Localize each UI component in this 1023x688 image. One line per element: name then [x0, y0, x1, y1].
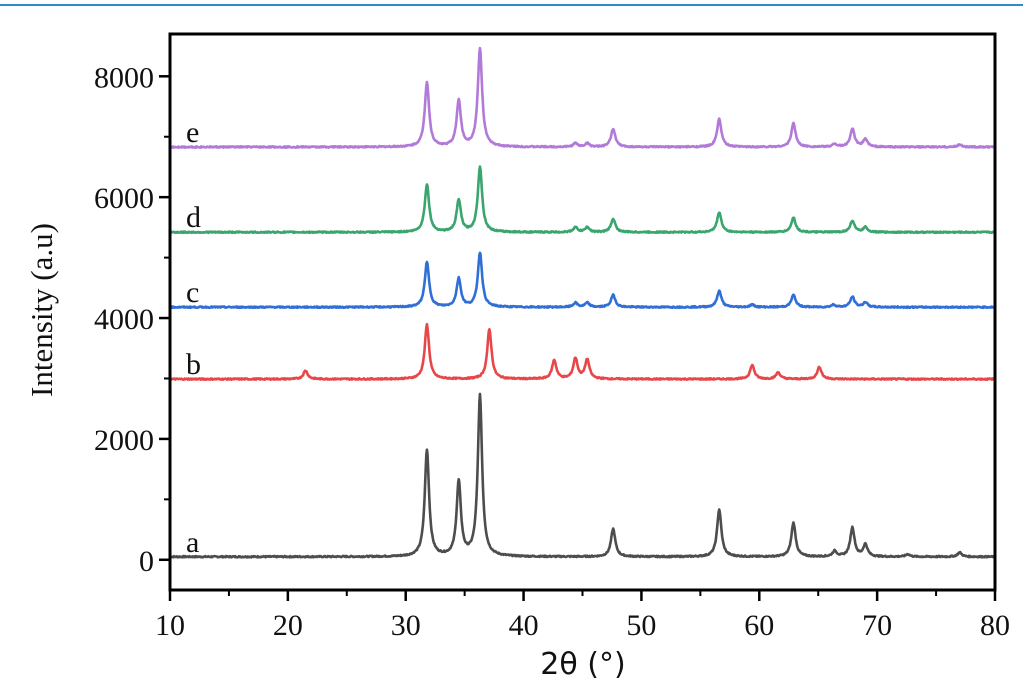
x-tick-label: 50 — [626, 609, 656, 642]
plot-frame — [168, 32, 997, 592]
y-tick-label: 4000 — [94, 303, 154, 336]
series-b-label: b — [186, 348, 201, 381]
x-tick-label: 20 — [273, 609, 303, 642]
series-e-label: e — [186, 116, 199, 149]
series-a-line — [169, 392, 997, 559]
y-tick-label: 8000 — [94, 61, 154, 94]
x-axis-title: 2θ (°) — [540, 647, 625, 682]
series-d-line — [169, 165, 996, 235]
x-tick-label: 60 — [744, 609, 774, 642]
x-tick-label: 40 — [509, 609, 539, 642]
x-tick-label: 80 — [980, 609, 1010, 642]
x-tick-label: 10 — [155, 609, 185, 642]
series-e-line — [169, 46, 997, 149]
series-b-line — [169, 322, 996, 382]
series-c-label: c — [186, 276, 199, 309]
series-d-label: d — [186, 201, 201, 234]
y-tick-label: 0 — [139, 545, 154, 578]
x-tick-label: 30 — [391, 609, 421, 642]
y-axis-title: Intensity (a.u) — [24, 223, 59, 397]
top-rule — [0, 4, 1023, 6]
series-c-line — [169, 251, 996, 310]
series-a-label: a — [186, 526, 199, 559]
y-tick-label: 2000 — [94, 424, 154, 457]
y-tick-label: 6000 — [94, 182, 154, 215]
x-tick-label: 70 — [862, 609, 892, 642]
